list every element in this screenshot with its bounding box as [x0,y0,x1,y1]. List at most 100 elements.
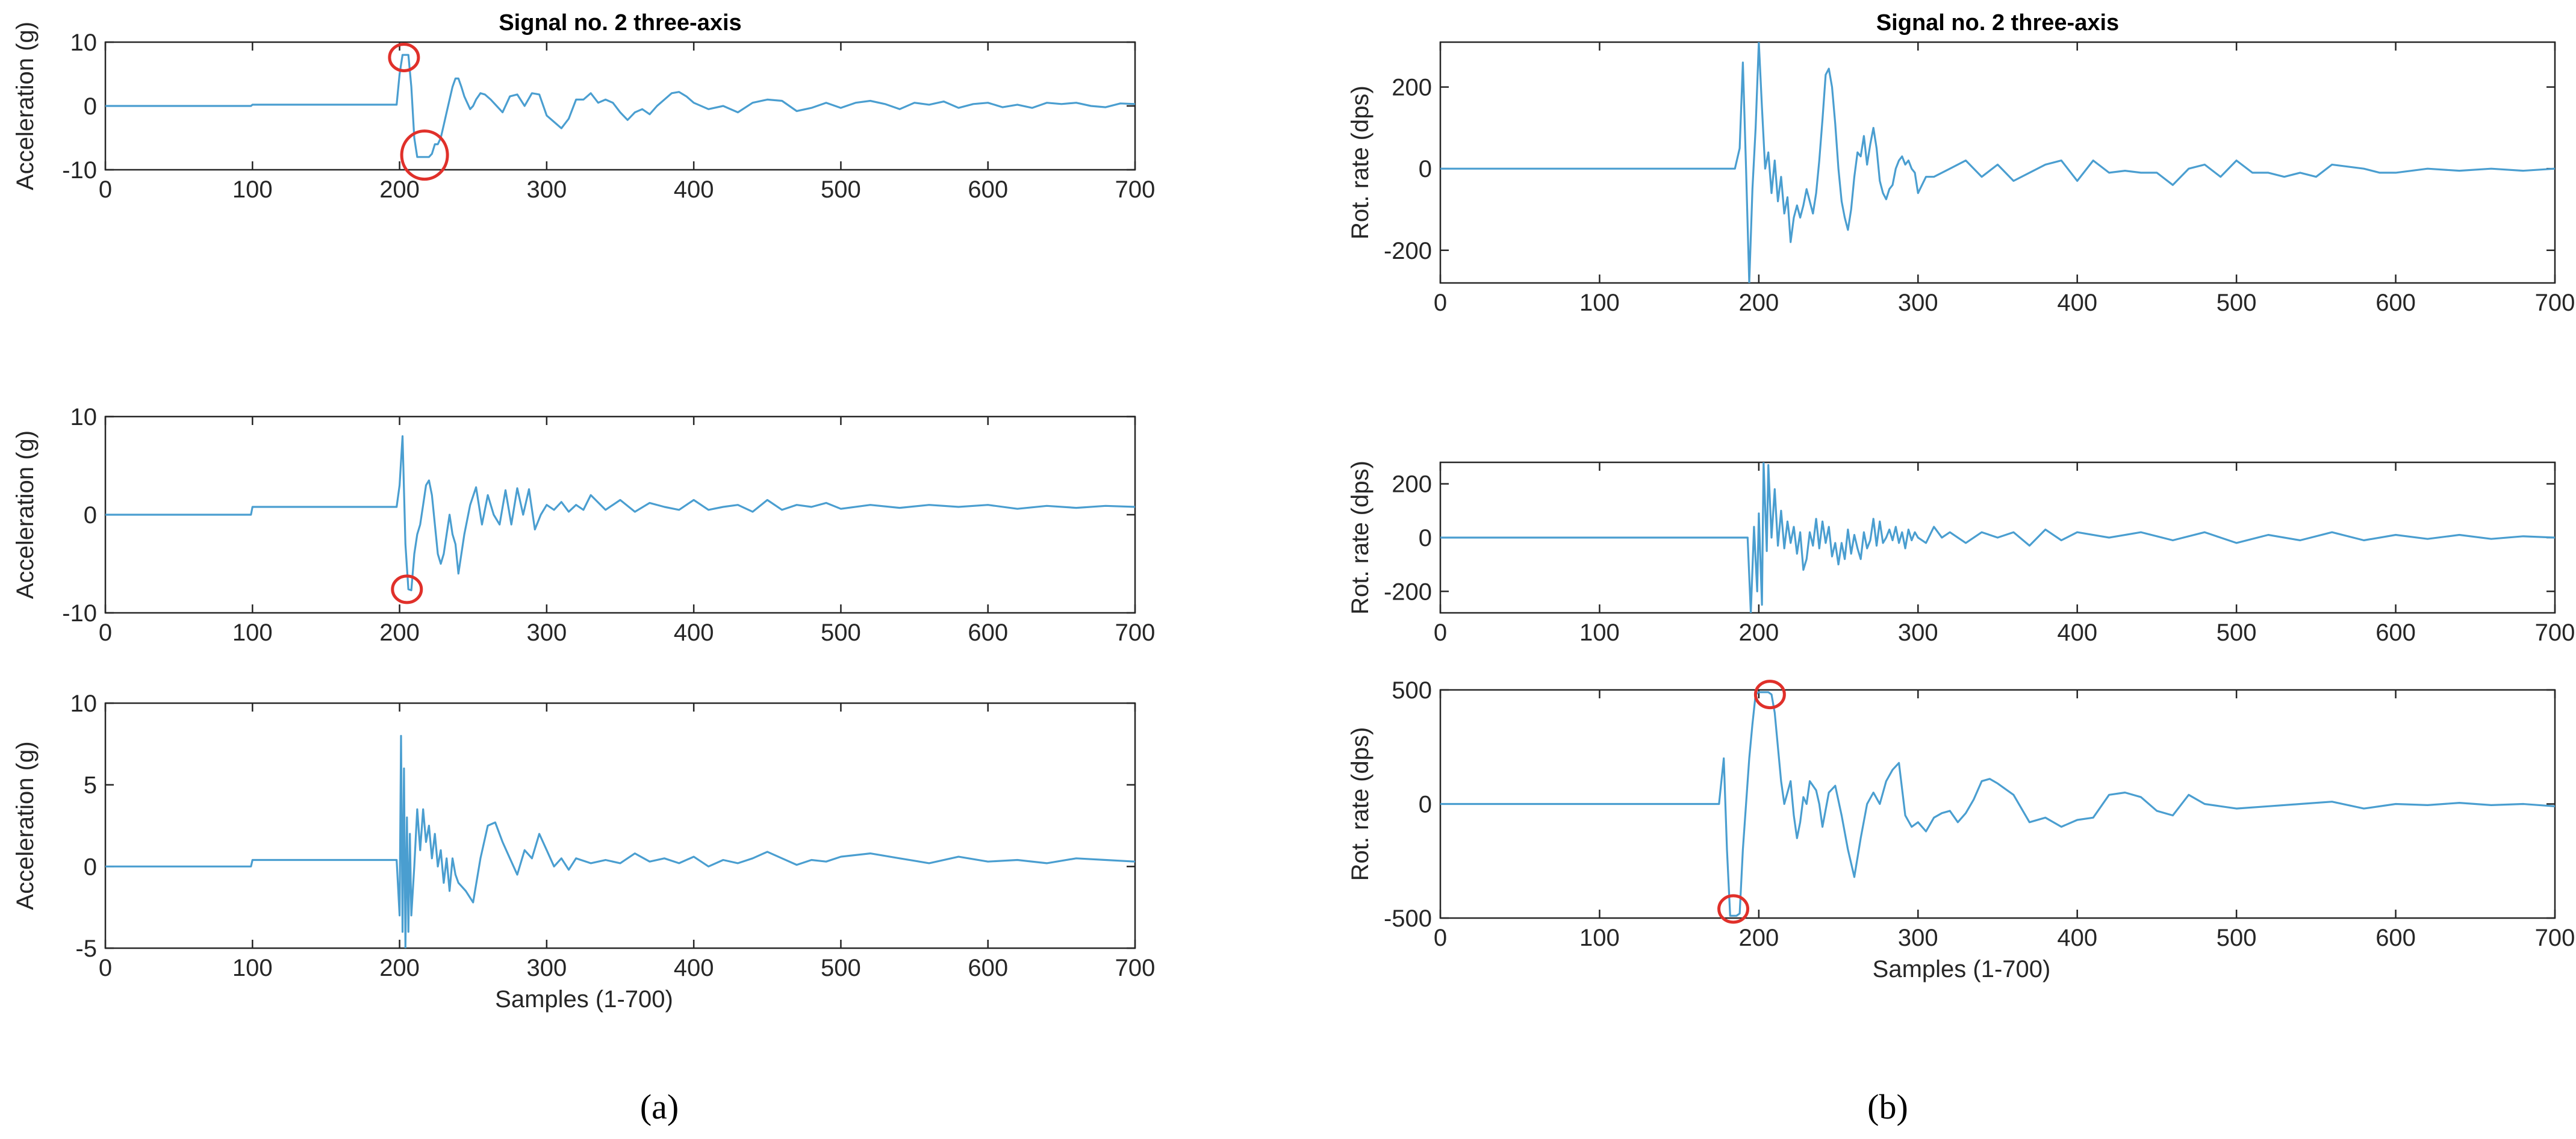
x-tick-label: 0 [99,955,112,981]
x-tick-label: 300 [1898,290,1938,316]
caption-b: (b) [1867,1087,1908,1126]
x-tick-label: 0 [99,619,112,646]
x-tick-label: 500 [2217,925,2257,951]
x-tick-label: 200 [379,176,420,203]
x-axis-label: Samples (1-700) [495,986,673,1013]
y-tick-label: -200 [1384,238,1432,264]
x-tick-label: 200 [1738,290,1779,316]
y-axis-label: Rot. rate (dps) [1347,85,1374,240]
chart-title: Signal no. 2 three-axis [499,10,741,36]
x-tick-label: 700 [2535,290,2575,316]
x-tick-label: 600 [2375,290,2416,316]
x-tick-label: 500 [821,955,861,981]
y-tick-label: 0 [84,854,97,880]
signal-line [105,435,1135,592]
x-tick-label: 700 [1115,176,1156,203]
x-tick-label: 100 [232,176,273,203]
signal-line [1440,691,2555,917]
axes-box [104,415,1136,614]
y-tick-label: 200 [1392,75,1432,101]
y-axis-label: Acceleration (g) [12,22,39,190]
subplot-a3: 0 100 200 300 400 500 600 700-50510Acceleration… [12,691,1155,1013]
signal-line [1440,42,2555,283]
x-tick-label: 400 [2057,925,2097,951]
x-tick-label: 0 [1434,925,1447,951]
y-tick-label: 500 [1392,677,1432,704]
x-tick-label: 400 [2057,619,2097,646]
y-axis-label: Acceleration (g) [12,741,39,910]
x-tick-label: 300 [1898,619,1938,646]
red-circle-peak [1753,680,1786,710]
signal-line [1440,462,2555,613]
red-circle-trough [391,574,423,604]
y-tick-label: -500 [1384,905,1432,932]
signal-line [105,734,1135,948]
y-tick-label: -5 [75,936,97,962]
red-circle-peak [388,42,420,72]
x-tick-label: 500 [821,619,861,646]
x-tick-label: 500 [2217,619,2257,646]
x-tick-label: 300 [526,176,567,203]
x-tick-label: 200 [1738,925,1779,951]
x-tick-label: 100 [232,619,273,646]
axes-box [104,41,1136,171]
y-axis-label: Rot. rate (dps) [1347,461,1374,615]
x-tick-label: 400 [674,955,714,981]
y-tick-label: 5 [84,772,97,799]
subplot-a2: 0 100 200 300 400 500 600 700-10010Acceleration… [12,404,1155,646]
x-tick-label: 600 [968,955,1008,981]
x-tick-label: 600 [968,176,1008,203]
x-tick-label: 400 [674,176,714,203]
y-axis-label: Acceleration (g) [12,430,39,599]
y-tick-label: 0 [1419,525,1432,551]
axes-box [104,702,1136,949]
x-tick-label: 700 [1115,955,1156,981]
y-tick-label: 10 [70,404,98,430]
x-tick-label: 400 [2057,290,2097,316]
y-tick-label: 0 [84,502,97,529]
x-tick-label: 400 [674,619,714,646]
x-tick-label: 100 [232,955,273,981]
signal-line [105,54,1135,158]
y-tick-label: 0 [84,93,97,120]
y-axis-label: Rot. rate (dps) [1347,727,1374,881]
red-circle-trough [400,129,449,181]
y-tick-label: 0 [1419,156,1432,182]
x-tick-label: 500 [821,176,861,203]
y-tick-label: 10 [70,691,98,717]
y-tick-label: -10 [62,157,97,184]
y-tick-label: -200 [1384,579,1432,605]
red-circle-trough [1717,894,1750,924]
x-tick-label: 300 [526,619,567,646]
y-tick-label: -10 [62,600,97,627]
x-tick-label: 700 [1115,619,1156,646]
x-tick-label: 600 [2375,925,2416,951]
x-tick-label: 200 [379,955,420,981]
y-tick-label: 0 [1419,792,1432,818]
x-tick-label: 300 [1898,925,1938,951]
x-axis-label: Samples (1-700) [1873,956,2051,982]
x-tick-label: 700 [2535,619,2575,646]
x-tick-label: 700 [2535,925,2575,951]
x-tick-label: 0 [99,176,112,203]
y-tick-label: 10 [70,29,98,56]
caption-a: (a) [640,1087,679,1126]
chart-title: Signal no. 2 three-axis [1876,10,2119,36]
x-tick-label: 0 [1434,619,1447,646]
x-tick-label: 100 [1579,290,1620,316]
x-tick-label: 100 [1579,925,1620,951]
x-tick-label: 0 [1434,290,1447,316]
x-tick-label: 600 [2375,619,2416,646]
x-tick-label: 200 [1738,619,1779,646]
axes-box [1439,41,2556,284]
x-tick-label: 100 [1579,619,1620,646]
x-tick-label: 200 [379,619,420,646]
x-tick-label: 600 [968,619,1008,646]
x-tick-label: 500 [2217,290,2257,316]
